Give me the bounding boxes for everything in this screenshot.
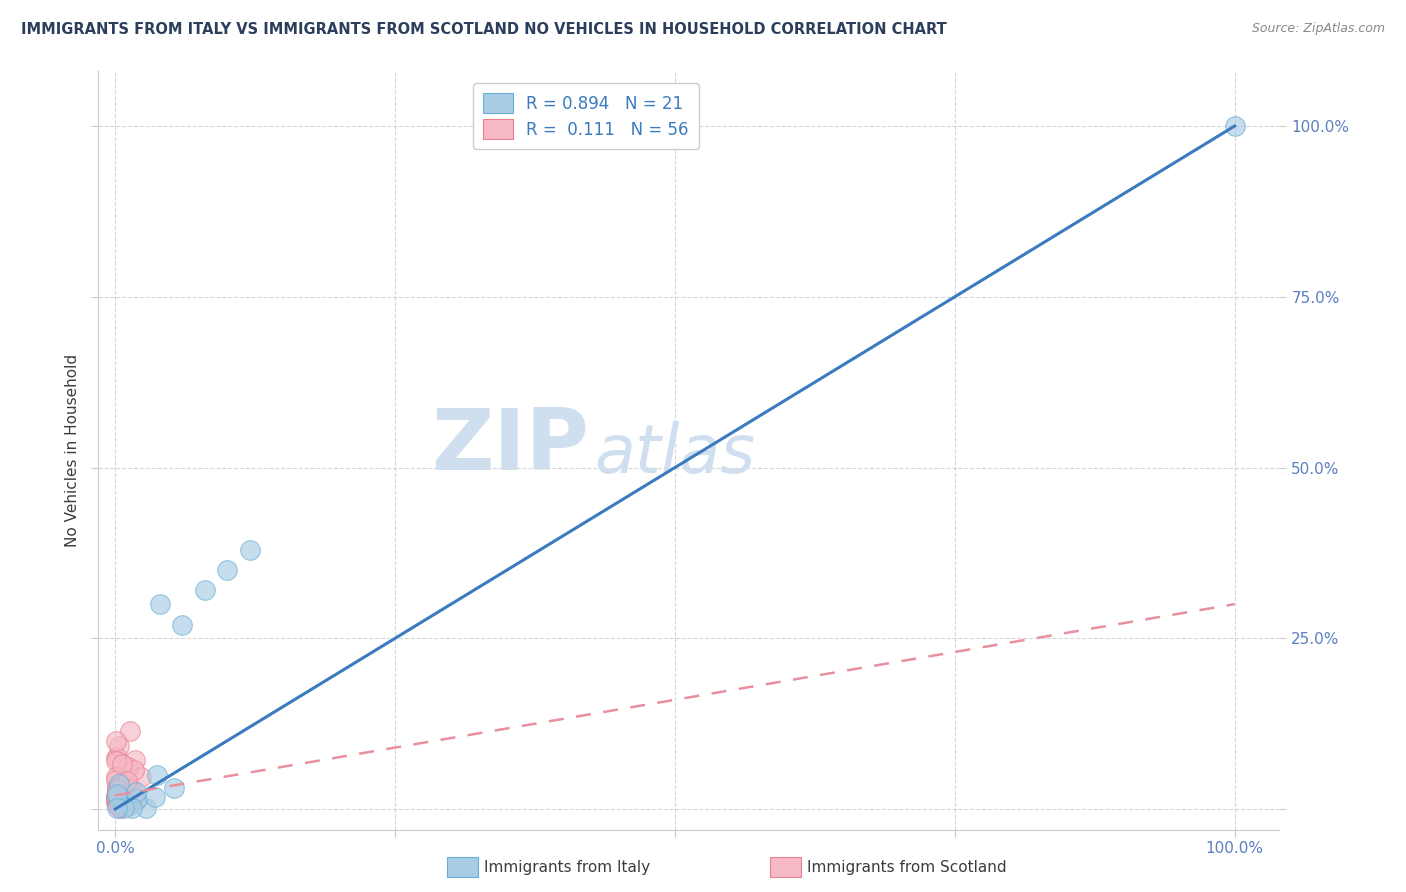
Point bbox=[111, 780, 134, 795]
Point bbox=[107, 801, 129, 815]
Point bbox=[107, 788, 129, 802]
Point bbox=[217, 563, 239, 577]
Text: ZIP: ZIP bbox=[430, 405, 589, 488]
Point bbox=[108, 800, 131, 814]
Point bbox=[163, 780, 186, 795]
Point bbox=[118, 723, 141, 738]
Point bbox=[120, 781, 142, 796]
Point bbox=[107, 796, 129, 810]
Point bbox=[104, 789, 127, 804]
Text: Source: ZipAtlas.com: Source: ZipAtlas.com bbox=[1251, 22, 1385, 36]
Point bbox=[108, 781, 131, 796]
Point bbox=[107, 796, 129, 810]
Point bbox=[105, 784, 128, 798]
Point bbox=[105, 780, 128, 795]
Point bbox=[115, 774, 138, 789]
Point bbox=[125, 793, 148, 807]
Text: atlas: atlas bbox=[595, 421, 755, 487]
Point bbox=[105, 770, 128, 784]
Point bbox=[105, 750, 128, 764]
Point bbox=[105, 751, 128, 765]
Point bbox=[107, 781, 129, 796]
Point bbox=[145, 790, 167, 805]
Point bbox=[125, 791, 148, 805]
Point bbox=[124, 753, 146, 767]
Point bbox=[110, 789, 132, 803]
Point bbox=[111, 797, 134, 811]
Point bbox=[194, 583, 217, 598]
Point bbox=[115, 797, 138, 811]
Point bbox=[118, 782, 141, 797]
Point bbox=[110, 796, 132, 810]
Point bbox=[129, 770, 152, 784]
Point bbox=[115, 784, 138, 798]
Point bbox=[114, 796, 136, 810]
Point bbox=[111, 799, 134, 814]
Point bbox=[114, 788, 136, 802]
Point bbox=[135, 801, 157, 815]
Point bbox=[121, 801, 143, 815]
Point bbox=[107, 798, 129, 813]
Point bbox=[117, 760, 139, 774]
Point bbox=[108, 795, 131, 809]
Point bbox=[115, 795, 138, 809]
Point bbox=[1223, 119, 1246, 133]
Point bbox=[105, 793, 128, 807]
Point bbox=[107, 796, 129, 810]
Point bbox=[104, 754, 127, 768]
Point bbox=[108, 786, 131, 800]
Point bbox=[105, 772, 128, 787]
Point bbox=[104, 796, 127, 810]
Point bbox=[112, 797, 135, 811]
Legend: R = 0.894   N = 21, R =  0.111   N = 56: R = 0.894 N = 21, R = 0.111 N = 56 bbox=[472, 84, 699, 149]
Text: IMMIGRANTS FROM ITALY VS IMMIGRANTS FROM SCOTLAND NO VEHICLES IN HOUSEHOLD CORRE: IMMIGRANTS FROM ITALY VS IMMIGRANTS FROM… bbox=[21, 22, 946, 37]
Text: Immigrants from Italy: Immigrants from Italy bbox=[484, 860, 650, 874]
Point bbox=[111, 797, 134, 811]
Point bbox=[108, 777, 131, 791]
Point bbox=[108, 788, 131, 802]
Point bbox=[111, 756, 134, 771]
Point bbox=[108, 779, 131, 793]
Point bbox=[107, 794, 129, 808]
Point bbox=[105, 792, 128, 806]
Point bbox=[104, 789, 127, 804]
Point bbox=[105, 782, 128, 797]
Point bbox=[108, 799, 131, 814]
Point bbox=[118, 785, 141, 799]
Point bbox=[107, 739, 129, 753]
Point bbox=[107, 799, 129, 814]
Point bbox=[112, 801, 135, 815]
Point bbox=[104, 734, 127, 748]
Point bbox=[149, 597, 172, 611]
Text: Immigrants from Scotland: Immigrants from Scotland bbox=[807, 860, 1007, 874]
Point bbox=[110, 799, 132, 814]
Point bbox=[124, 764, 146, 778]
Point bbox=[124, 785, 146, 799]
Point bbox=[105, 789, 128, 804]
Point bbox=[110, 800, 132, 814]
Point bbox=[107, 789, 129, 803]
Y-axis label: No Vehicles in Household: No Vehicles in Household bbox=[65, 354, 80, 547]
Point bbox=[120, 798, 142, 813]
Point bbox=[146, 768, 169, 782]
Point bbox=[172, 617, 194, 632]
Point bbox=[115, 797, 138, 811]
Point bbox=[110, 781, 132, 796]
Point bbox=[238, 542, 260, 557]
